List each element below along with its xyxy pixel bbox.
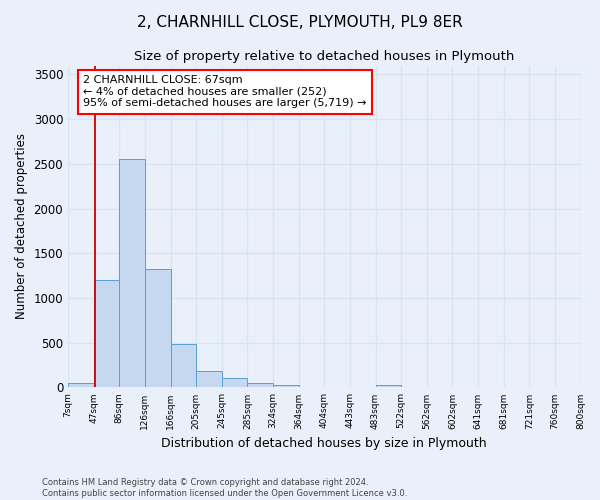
Text: 2, CHARNHILL CLOSE, PLYMOUTH, PL9 8ER: 2, CHARNHILL CLOSE, PLYMOUTH, PL9 8ER xyxy=(137,15,463,30)
Bar xyxy=(273,384,299,388)
Title: Size of property relative to detached houses in Plymouth: Size of property relative to detached ho… xyxy=(134,50,514,63)
Bar xyxy=(119,158,145,388)
Bar xyxy=(222,378,247,388)
Text: 2 CHARNHILL CLOSE: 67sqm
← 4% of detached houses are smaller (252)
95% of semi-d: 2 CHARNHILL CLOSE: 67sqm ← 4% of detache… xyxy=(83,75,367,108)
Y-axis label: Number of detached properties: Number of detached properties xyxy=(15,134,28,320)
X-axis label: Distribution of detached houses by size in Plymouth: Distribution of detached houses by size … xyxy=(161,437,487,450)
Bar xyxy=(68,383,94,388)
Bar xyxy=(196,371,222,388)
Bar xyxy=(247,383,273,388)
Bar xyxy=(94,280,119,388)
Bar xyxy=(376,384,401,388)
Bar xyxy=(145,268,170,388)
Bar xyxy=(170,344,196,388)
Text: Contains HM Land Registry data © Crown copyright and database right 2024.
Contai: Contains HM Land Registry data © Crown c… xyxy=(42,478,407,498)
